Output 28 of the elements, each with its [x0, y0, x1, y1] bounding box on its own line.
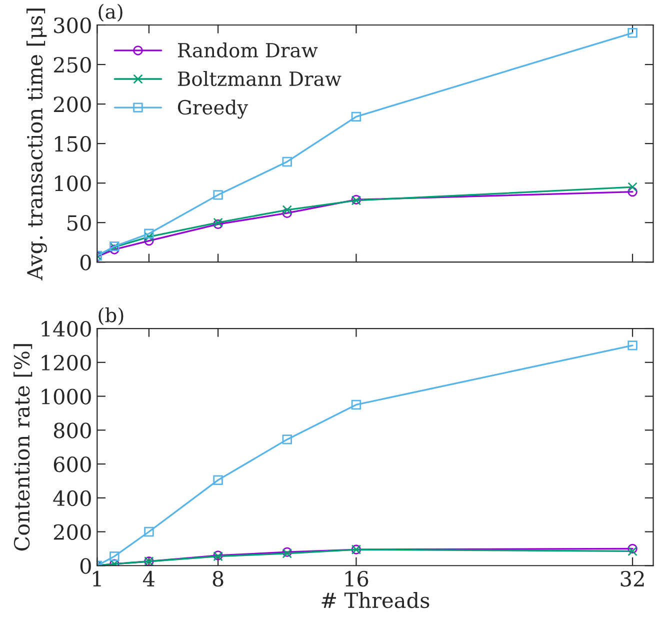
- legend-label: Boltzmann Draw: [178, 71, 342, 86]
- x-axis-title: # Threads: [322, 592, 430, 608]
- y-tick-label: 800: [54, 422, 91, 438]
- y-tick-label: 100: [55, 176, 91, 192]
- y-tick-label: 1000: [42, 388, 91, 404]
- y-axis-title: Avg. transaction time [μs]: [26, 8, 47, 280]
- y-tick-label: 600: [54, 456, 91, 472]
- y-tick-label: 0: [80, 254, 91, 270]
- x-tick-label: 16: [345, 570, 368, 587]
- text: (b): [98, 307, 124, 326]
- y-tick-label: 150: [55, 136, 91, 152]
- y-tick-label: 400: [53, 490, 91, 506]
- y-tick-label: 250: [54, 56, 91, 73]
- y-tick-label: 300: [54, 17, 91, 34]
- legend-label: Random Draw: [178, 42, 318, 58]
- legend-label: Greedy: [178, 100, 248, 119]
- x-tick-label: 4: [142, 570, 155, 586]
- x-tick-label: 8: [212, 570, 224, 587]
- y-tick-label: 200: [54, 96, 91, 112]
- y-tick-label: 1200: [42, 354, 91, 371]
- y-axis-title: Contention rate [%]: [14, 344, 32, 551]
- text: (a): [98, 4, 122, 22]
- y-tick-label: 200: [54, 524, 91, 540]
- y-tick-label: 0: [80, 558, 91, 574]
- x-tick-label: 32: [620, 570, 644, 587]
- y-tick-label: 50: [68, 215, 91, 231]
- x-tick-label: 1: [93, 570, 101, 586]
- y-tick-label: 1400: [42, 320, 91, 337]
